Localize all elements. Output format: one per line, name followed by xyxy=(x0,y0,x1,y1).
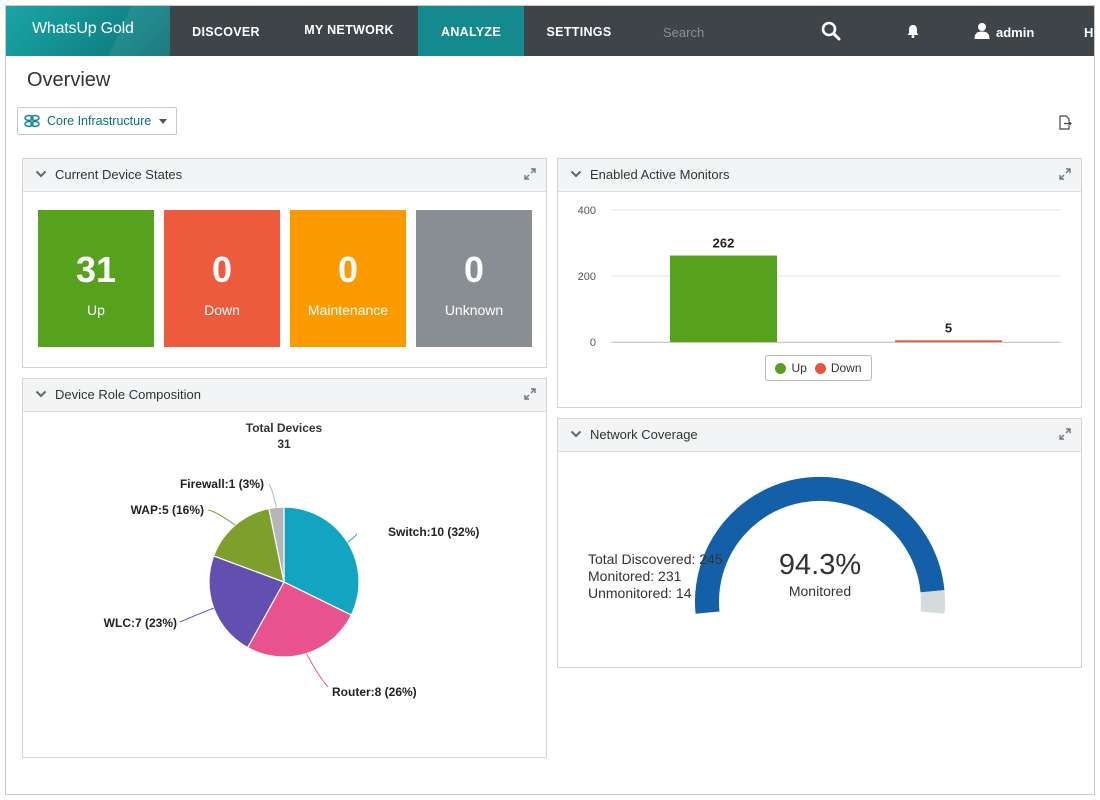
bar-down[interactable] xyxy=(895,340,1002,342)
tile-label: Maintenance xyxy=(307,302,389,318)
pie-connector xyxy=(347,533,357,543)
device-group-label: Core Infrastructure xyxy=(47,114,152,128)
device-group-selector[interactable]: Core Infrastructure xyxy=(17,107,177,135)
pie-slice-firewall[interactable] xyxy=(268,506,285,583)
y-tick-label: 200 xyxy=(578,271,596,283)
pie-slice-label: Router:8 (26%) xyxy=(332,685,417,699)
user-menu[interactable]: admin xyxy=(974,6,1034,56)
expand-icon[interactable] xyxy=(1059,428,1071,440)
panel-role-composition: Device Role Composition Total Devices 31… xyxy=(22,378,547,758)
user-name: admin xyxy=(996,25,1035,40)
panel-header: Network Coverage xyxy=(558,419,1081,452)
pie-slice-label: WLC:7 (23%) xyxy=(104,616,177,630)
user-icon xyxy=(974,23,990,39)
y-tick-label: 0 xyxy=(590,337,596,349)
pie-connector xyxy=(207,509,236,526)
collapse-chevron-icon[interactable] xyxy=(35,389,47,399)
bar-data-label: 5 xyxy=(945,320,952,335)
coverage-percent-label: Monitored xyxy=(788,583,852,599)
panel-device-states: Current Device States 31 Up 0 Down 0 Mai… xyxy=(22,158,547,368)
tile-value: 0 xyxy=(337,249,359,290)
chevron-down-icon xyxy=(159,118,168,124)
gauge-unmonitored-arc xyxy=(920,590,945,614)
legend-item-up[interactable]: Up xyxy=(775,361,807,375)
nav-my-network[interactable]: MY NETWORK xyxy=(304,23,394,37)
nav-analyze[interactable]: ANALYZE xyxy=(418,6,524,56)
search-icon[interactable] xyxy=(818,6,844,56)
tile-value: 31 xyxy=(75,249,117,290)
unmonitored-count: Unmonitored: 14 xyxy=(588,585,692,601)
expand-icon[interactable] xyxy=(524,388,536,400)
panel-network-coverage: Network Coverage Total Discovered: 245 M… xyxy=(557,418,1082,668)
pie-slice-wap[interactable] xyxy=(212,507,285,583)
y-tick-label: 400 xyxy=(578,205,596,217)
pie-slice-wlc[interactable] xyxy=(208,555,285,649)
pie-slice-label: Firewall:1 (3%) xyxy=(180,477,264,491)
pie-slice-router[interactable] xyxy=(246,581,353,658)
bar-chart: 0 200 400 262 5 xyxy=(578,205,1061,349)
coverage-percent: 94.3% xyxy=(778,549,862,581)
export-icon[interactable] xyxy=(1058,115,1072,135)
panel-header: Device Role Composition xyxy=(23,379,546,412)
chart-legend: Up Down xyxy=(765,355,872,381)
legend-item-down[interactable]: Down xyxy=(814,361,862,375)
pie-chart: Total Devices 31 Switch:10 (32%) Router:8… xyxy=(104,421,480,699)
expand-icon[interactable] xyxy=(1059,168,1071,180)
pie-slice-label: Switch:10 (32%) xyxy=(388,525,479,539)
panel-active-monitors: Enabled Active Monitors 0 200 400 262 5 Up D… xyxy=(557,158,1082,408)
legend-label: Down xyxy=(830,361,862,375)
coverage-stats: Total Discovered: 245 Monitored: 231 Unm… xyxy=(588,551,723,602)
collapse-chevron-icon[interactable] xyxy=(570,169,582,179)
device-group-icon xyxy=(24,114,40,127)
tile-value: 0 xyxy=(463,249,485,290)
nav-settings[interactable]: SETTINGS xyxy=(546,25,612,39)
panel-header: Enabled Active Monitors xyxy=(558,159,1081,192)
pie-connector xyxy=(268,483,277,508)
pie-connector xyxy=(306,653,329,688)
app-window: WhatsUp Gold DISCOVER MY NETWORK ANALYZE… xyxy=(5,5,1095,795)
panel-title: Current Device States xyxy=(55,167,183,182)
pie-total-value: 31 xyxy=(277,437,291,451)
nav-help-truncated[interactable]: H xyxy=(1084,25,1094,40)
legend-label: Up xyxy=(791,361,807,375)
tile-label: Down xyxy=(204,302,240,318)
tile-label: Up xyxy=(87,302,105,318)
gauge-monitored-arc xyxy=(695,476,945,614)
tile-label: Unknown xyxy=(444,302,504,318)
page-title: Overview xyxy=(27,69,111,91)
panel-header: Current Device States xyxy=(23,159,546,192)
panel-title: Enabled Active Monitors xyxy=(590,167,730,182)
panel-title: Network Coverage xyxy=(590,427,698,442)
logo-text: WhatsUp Gold xyxy=(32,20,134,37)
logo[interactable]: WhatsUp Gold xyxy=(6,6,170,56)
pie-total-label: Total Devices xyxy=(246,421,323,435)
tile-down[interactable]: 0 Down xyxy=(164,210,280,347)
collapse-chevron-icon[interactable] xyxy=(35,169,47,179)
tile-value: 0 xyxy=(211,249,233,290)
total-discovered: Total Discovered: 245 xyxy=(588,551,723,567)
bar-up[interactable] xyxy=(670,255,777,342)
pie-connector xyxy=(179,607,214,623)
bell-icon[interactable] xyxy=(904,6,922,56)
pie-slice-label: WAP:5 (16%) xyxy=(131,503,204,517)
tile-up[interactable]: 31 Up xyxy=(38,210,154,347)
tile-unknown[interactable]: 0 Unknown xyxy=(416,210,532,347)
coverage-gauge xyxy=(695,476,945,614)
bar-data-label: 262 xyxy=(713,236,735,251)
collapse-chevron-icon[interactable] xyxy=(570,429,582,439)
monitored-count: Monitored: 231 xyxy=(588,568,682,584)
tile-maintenance[interactable]: 0 Maintenance xyxy=(290,210,406,347)
panel-title: Device Role Composition xyxy=(55,387,201,402)
nav-discover[interactable]: DISCOVER xyxy=(192,25,260,39)
pie-slice-switch[interactable] xyxy=(283,506,360,616)
top-nav: WhatsUp Gold DISCOVER MY NETWORK ANALYZE… xyxy=(6,6,1094,56)
search-input[interactable]: Search xyxy=(663,25,705,40)
expand-icon[interactable] xyxy=(524,168,536,180)
